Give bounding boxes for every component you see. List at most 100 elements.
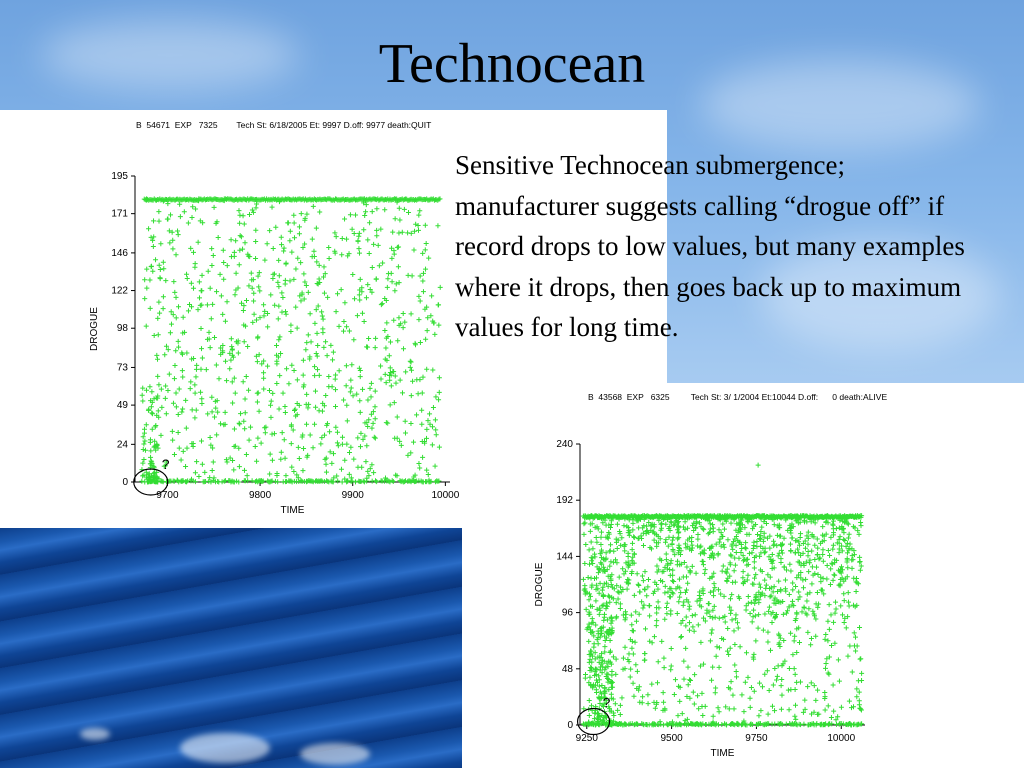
data-point <box>431 320 437 326</box>
data-point <box>709 627 715 633</box>
data-point <box>430 405 436 411</box>
data-point <box>173 348 179 354</box>
data-point <box>770 682 776 688</box>
data-point <box>156 218 162 224</box>
data-point <box>180 448 186 454</box>
data-point <box>607 563 613 569</box>
data-point <box>327 429 333 435</box>
data-point <box>820 575 826 581</box>
data-point <box>728 610 734 616</box>
data-point <box>605 583 611 589</box>
data-point <box>599 661 605 667</box>
data-point <box>231 249 237 255</box>
data-point <box>162 352 168 358</box>
data-point <box>420 454 426 460</box>
data-point <box>737 525 743 531</box>
data-point <box>176 304 182 310</box>
data-point <box>836 537 842 543</box>
data-point <box>323 469 329 475</box>
data-point <box>364 443 370 449</box>
data-point <box>416 293 422 299</box>
data-point <box>707 589 713 595</box>
data-point <box>695 693 701 699</box>
data-point <box>420 250 426 256</box>
data-point <box>858 707 864 713</box>
data-point <box>314 330 320 336</box>
data-point <box>323 461 329 467</box>
data-point <box>614 546 620 552</box>
data-point <box>817 555 823 561</box>
data-point <box>692 612 698 618</box>
data-point <box>185 308 191 314</box>
data-point <box>625 576 631 582</box>
data-point <box>193 374 199 380</box>
data-point <box>152 443 158 449</box>
data-point <box>171 376 177 382</box>
data-point <box>276 273 282 279</box>
data-point <box>838 570 844 576</box>
data-point <box>790 587 796 593</box>
data-point <box>634 668 640 674</box>
data-point <box>748 599 754 605</box>
data-point <box>674 527 680 533</box>
data-point <box>712 690 718 696</box>
data-point <box>298 478 304 484</box>
data-point <box>237 247 243 253</box>
data-point <box>172 289 178 295</box>
data-point <box>845 565 851 571</box>
data-point <box>155 332 161 338</box>
data-point <box>302 217 308 223</box>
data-point <box>636 611 642 617</box>
data-point <box>594 606 600 612</box>
x-tick-label: 10000 <box>827 733 855 744</box>
data-point <box>298 298 304 304</box>
data-point <box>760 538 766 544</box>
data-point <box>420 278 426 284</box>
data-point <box>415 391 421 397</box>
data-point <box>702 567 708 573</box>
data-point <box>622 542 628 548</box>
data-point <box>654 610 660 616</box>
data-point <box>700 591 706 597</box>
data-point <box>167 240 173 246</box>
data-point <box>717 536 723 542</box>
data-point <box>842 520 848 526</box>
data-point <box>678 634 684 640</box>
data-point <box>151 444 157 450</box>
data-point <box>227 350 233 356</box>
data-point <box>582 561 588 567</box>
data-point <box>406 210 412 216</box>
data-point <box>400 325 406 331</box>
data-point <box>246 283 252 289</box>
data-point <box>793 716 799 722</box>
data-point <box>361 198 367 204</box>
data-point <box>825 548 831 554</box>
data-point <box>785 687 791 693</box>
data-point <box>710 713 716 719</box>
data-point <box>166 228 172 234</box>
data-point <box>155 356 161 362</box>
data-point <box>411 439 417 445</box>
data-point <box>160 198 166 204</box>
data-point <box>815 571 821 577</box>
data-point <box>607 548 613 554</box>
data-point <box>588 683 594 689</box>
data-point <box>600 624 606 630</box>
data-point <box>604 600 610 606</box>
data-point <box>268 398 274 404</box>
data-point <box>363 459 369 465</box>
data-point <box>781 637 787 643</box>
data-point <box>212 414 218 420</box>
data-point <box>338 466 344 472</box>
data-point <box>160 306 166 312</box>
data-point <box>771 522 777 528</box>
data-point <box>790 598 796 604</box>
data-point <box>751 607 757 613</box>
data-point <box>611 710 617 716</box>
data-point <box>654 700 660 706</box>
data-point <box>199 272 205 278</box>
data-point <box>756 589 762 595</box>
annotation-label: ? <box>162 456 170 472</box>
data-point <box>707 638 713 644</box>
